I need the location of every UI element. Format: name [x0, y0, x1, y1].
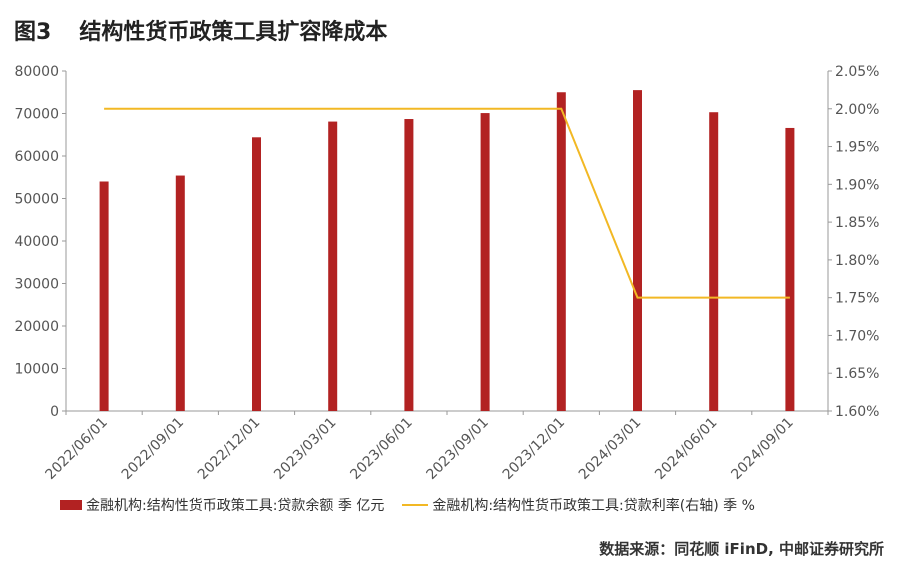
legend-label-bar: 金融机构:结构性货币政策工具:贷款余额 季 亿元 — [86, 498, 385, 514]
bar — [99, 181, 109, 411]
legend-swatch-line — [402, 504, 429, 506]
y2-tick-label: 1.70% — [835, 328, 879, 344]
x-tick-label: 2024/03/01 — [576, 415, 644, 483]
y-tick-label: 80000 — [14, 64, 59, 80]
bar — [252, 137, 261, 412]
legend-label-line: 金融机构:结构性货币政策工具:贷款利率(右轴) 季 % — [432, 498, 755, 514]
x-tick-label: 2023/06/01 — [347, 415, 415, 483]
bar — [785, 127, 795, 411]
chart-legend: 金融机构:结构性货币政策工具:贷款余额 季 亿元 金融机构:结构性货币政策工具:… — [60, 495, 755, 515]
bar — [633, 90, 642, 411]
figure-number: 图3 — [14, 20, 52, 45]
y-tick-label: 10000 — [14, 362, 59, 378]
y2-tick-label: 1.65% — [835, 366, 879, 382]
y-tick-label: 40000 — [14, 234, 59, 250]
x-tick-label: 2024/06/01 — [652, 415, 720, 483]
legend-item-bar: 金融机构:结构性货币政策工具:贷款余额 季 亿元 — [60, 495, 384, 515]
legend-item-line: 金融机构:结构性货币政策工具:贷款利率(右轴) 季 % — [384, 495, 755, 515]
figure-title: 图3 结构性货币政策工具扩容降成本 — [14, 14, 387, 46]
x-tick-label: 2023/12/01 — [500, 415, 568, 483]
y-tick-label: 30000 — [14, 277, 59, 293]
y2-tick-label: 1.75% — [835, 291, 879, 307]
bar — [709, 112, 719, 411]
figure-title-text: 结构性货币政策工具扩容降成本 — [79, 20, 388, 45]
rate-line — [104, 107, 790, 299]
bar — [480, 113, 490, 411]
bar — [328, 121, 338, 411]
source-note: 数据来源：同花顺 iFinD, 中邮证券研究所 — [599, 540, 884, 558]
y2-tick-label: 1.90% — [835, 177, 879, 193]
y2-tick-label: 1.95% — [835, 140, 879, 156]
y2-tick-label: 2.00% — [835, 102, 879, 118]
x-tick-label: 2022/09/01 — [119, 415, 187, 483]
y2-tick-label: 1.85% — [835, 215, 879, 231]
y-tick-label: 0 — [50, 404, 59, 420]
y2-tick-label: 1.80% — [835, 253, 879, 269]
x-tick-label: 2023/09/01 — [424, 415, 492, 483]
bar — [404, 119, 414, 412]
x-tick-label: 2022/06/01 — [43, 415, 111, 483]
y-tick-label: 20000 — [14, 319, 59, 335]
y-tick-label: 70000 — [14, 107, 59, 123]
y2-tick-label: 2.05% — [835, 64, 879, 80]
bar — [175, 175, 185, 411]
y-tick-label: 60000 — [14, 149, 59, 165]
bar — [556, 92, 566, 411]
x-tick-label: 2023/03/01 — [271, 415, 339, 483]
x-tick-label: 2022/12/01 — [195, 415, 263, 483]
y2-tick-label: 1.60% — [835, 404, 879, 420]
legend-swatch-bar — [60, 500, 82, 510]
x-tick-label: 2024/09/01 — [728, 415, 796, 483]
y-tick-label: 50000 — [14, 192, 59, 208]
